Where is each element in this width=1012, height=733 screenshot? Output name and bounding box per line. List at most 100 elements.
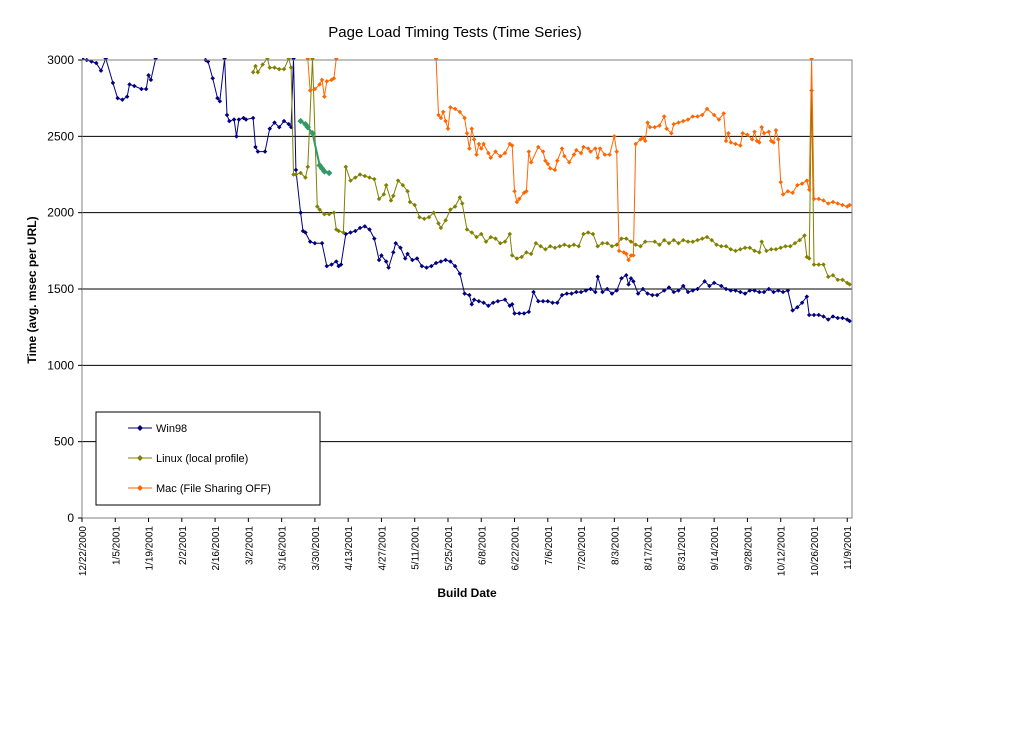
data-point [348, 178, 353, 183]
data-point [509, 301, 515, 307]
data-point [604, 240, 610, 246]
data-point [362, 173, 368, 179]
data-point [652, 124, 658, 130]
data-point [540, 149, 546, 154]
data-point [357, 225, 363, 231]
data-point [331, 75, 337, 81]
data-point [571, 242, 577, 248]
data-point [381, 191, 387, 197]
data-point [711, 280, 717, 286]
data-point [224, 112, 230, 118]
data-point [799, 181, 805, 187]
data-point [742, 291, 748, 296]
data-point [830, 199, 836, 205]
data-point [811, 262, 817, 267]
data-point [521, 311, 527, 316]
data-point [581, 144, 586, 150]
x-tick-label: 8/31/2001 [677, 526, 688, 571]
data-point [597, 146, 603, 151]
data-point [414, 256, 420, 261]
y-tick-label: 1500 [47, 282, 74, 296]
data-point [514, 256, 520, 261]
data-point [821, 314, 826, 319]
data-point [426, 214, 432, 220]
data-point [604, 286, 610, 292]
data-point [528, 251, 534, 257]
data-point [509, 143, 515, 148]
legend-label: Win98 [156, 423, 187, 435]
data-point [317, 207, 323, 212]
x-tick-label: 12/22/2000 [78, 526, 89, 576]
data-point [215, 95, 220, 101]
data-point [319, 77, 325, 83]
series-2 [305, 58, 852, 263]
data-point [764, 248, 769, 254]
data-point [685, 117, 691, 122]
data-point [545, 298, 551, 304]
x-tick-label: 3/30/2001 [311, 526, 322, 571]
data-point [531, 289, 536, 295]
data-point [771, 289, 776, 295]
data-point [421, 216, 427, 222]
series-3 [297, 117, 333, 177]
data-point [490, 300, 496, 306]
data-point [443, 217, 448, 223]
data-point [303, 175, 308, 180]
data-point [797, 237, 803, 243]
data-point [666, 285, 672, 290]
data-point [419, 263, 425, 269]
x-tick-label: 2/16/2001 [211, 526, 222, 571]
data-point [602, 152, 608, 158]
data-point [379, 253, 384, 258]
data-point [573, 147, 579, 153]
data-point [707, 283, 712, 289]
data-point [412, 202, 418, 208]
data-point [650, 292, 655, 298]
data-point [293, 167, 299, 173]
series-0 [82, 58, 852, 324]
x-tick-label: 8/17/2001 [644, 526, 655, 571]
data-point [759, 239, 765, 245]
data-point [448, 104, 453, 110]
data-point [371, 236, 377, 241]
data-point [752, 288, 757, 293]
data-point [737, 289, 743, 295]
x-tick-label: 3/16/2001 [278, 526, 289, 571]
data-point [474, 234, 479, 240]
data-point [723, 286, 729, 292]
data-point [628, 275, 634, 281]
data-point [619, 236, 624, 241]
data-point [507, 231, 513, 237]
data-point [645, 291, 650, 296]
data-point [557, 243, 563, 249]
data-point [728, 140, 734, 145]
data-point [528, 159, 534, 165]
data-point [253, 63, 258, 69]
data-point [281, 118, 287, 124]
y-tick-label: 2500 [47, 129, 74, 143]
data-point [250, 115, 256, 121]
data-point [260, 62, 265, 67]
data-point [512, 188, 517, 194]
data-point [595, 155, 601, 161]
x-tick-label: 11/9/2001 [843, 526, 854, 570]
data-point [559, 292, 565, 298]
data-point [352, 175, 358, 180]
data-point [533, 240, 539, 246]
data-point [93, 60, 99, 66]
data-point [816, 196, 822, 202]
data-point [443, 118, 448, 124]
data-point [127, 82, 132, 87]
data-point [847, 282, 852, 287]
data-point [497, 153, 503, 159]
data-point [680, 118, 686, 124]
data-point [780, 191, 786, 197]
data-point [338, 262, 344, 267]
legend-label: Linux (local profile) [156, 453, 248, 465]
data-point [276, 66, 282, 72]
data-point [488, 234, 494, 240]
data-point [398, 245, 403, 251]
data-point [502, 297, 508, 303]
x-tick-label: 2/2/2001 [178, 526, 189, 565]
data-point [825, 274, 831, 280]
